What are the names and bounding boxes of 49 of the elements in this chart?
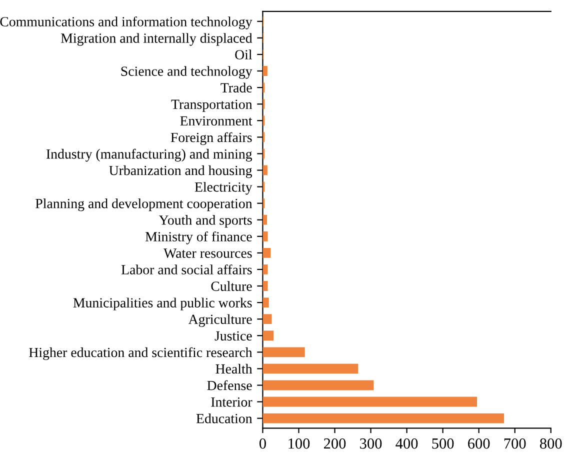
bar: [262, 214, 268, 225]
y-tick-label: Oil: [235, 50, 252, 60]
bar: [262, 248, 271, 258]
bar: [262, 264, 268, 274]
y-tick-label: Planning and development cooperation: [36, 198, 252, 212]
y-tick-label: Environment: [180, 116, 252, 126]
y-tick-label: Industry (manufacturing) and mining: [46, 148, 252, 162]
bar: [262, 231, 268, 242]
y-tick-label: Electricity: [194, 182, 252, 195]
y-tick-label: Labor and social affairs: [121, 264, 252, 274]
x-tick-label: 0: [259, 438, 266, 449]
y-tick-label: Culture: [211, 281, 252, 291]
y-tick-label: Trade: [220, 82, 252, 92]
bar: [262, 364, 358, 374]
bar: [262, 66, 268, 76]
x-tick-label: 600: [468, 438, 490, 449]
y-tick-label: Interior: [211, 397, 252, 407]
x-tick-label: 700: [504, 438, 526, 449]
bar: [262, 314, 272, 324]
x-tick-label: 800: [540, 438, 562, 449]
bar: [262, 330, 274, 341]
y-tick-label: Urbanization and housing: [109, 165, 252, 178]
x-tick-label: 100: [288, 438, 310, 449]
y-tick-label: Municipalities and public works: [73, 298, 252, 310]
y-tick-label: Transportation: [171, 100, 252, 112]
bar: [262, 347, 305, 358]
y-tick-label: Health: [216, 364, 252, 374]
bar: [262, 380, 374, 390]
y-tick-label: Education: [196, 413, 252, 424]
y-tick-label: Ministry of finance: [145, 231, 252, 244]
y-tick-label: Foreign affairs: [170, 132, 252, 146]
bar: [262, 298, 269, 308]
y-tick-label: Youth and sports: [158, 215, 252, 228]
x-tick-label: 500: [432, 438, 454, 449]
y-tick-label: Science and technology: [121, 66, 252, 79]
bar: [262, 413, 504, 424]
y-tick-label: Migration and internally displaced: [61, 33, 252, 46]
y-tick-label: Water resources: [164, 248, 252, 258]
y-tick-label: Defense: [207, 380, 252, 390]
x-tick-label: 400: [396, 438, 418, 449]
x-tick-label: 200: [324, 438, 346, 449]
bar: [262, 165, 268, 176]
x-tick-label: 300: [360, 438, 382, 449]
bar: [262, 281, 268, 291]
y-tick-label: Communications and information technology: [0, 16, 252, 30]
bar: [262, 396, 478, 407]
y-tick-label: Justice: [214, 331, 252, 341]
y-tick-label: Agriculture: [188, 314, 252, 327]
y-tick-label: Higher education and scientific research: [29, 347, 252, 360]
